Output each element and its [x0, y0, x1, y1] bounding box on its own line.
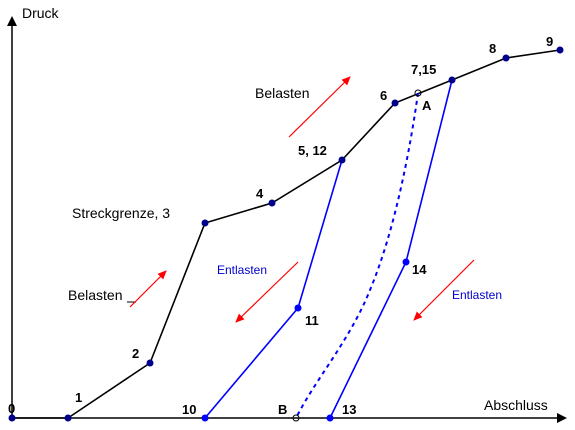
- point-13: [326, 414, 334, 422]
- annotation-entlasten-right: Entlasten: [452, 288, 502, 302]
- label-point-A: A: [422, 98, 432, 113]
- dashed-curve-A-B: [295, 92, 419, 419]
- annotation-belasten-top: Belasten: [255, 85, 309, 101]
- label-point-13: 13: [342, 402, 356, 417]
- label-point-9: 9: [546, 34, 553, 49]
- point-14: [402, 258, 410, 266]
- point-2: [146, 359, 154, 367]
- point-5: [338, 156, 346, 164]
- point-9: [556, 46, 564, 54]
- x-axis-label: Abschluss: [484, 397, 548, 413]
- unload-line-2: [329, 79, 453, 419]
- point-7: [448, 76, 456, 84]
- label-point-5-12: 5, 12: [298, 143, 327, 158]
- label-point-1: 1: [75, 390, 82, 405]
- point-0: [8, 414, 16, 422]
- y-axis-label: Druck: [22, 5, 60, 21]
- point-1: [64, 414, 72, 422]
- label-point-6: 6: [380, 88, 387, 103]
- arrow-load-top: [288, 76, 351, 138]
- point-3: [201, 219, 209, 227]
- point-4: [268, 199, 276, 207]
- unload-line-1: [204, 159, 343, 419]
- marker-B: [292, 414, 300, 422]
- point-11: [294, 304, 302, 312]
- label-point-11: 11: [305, 313, 319, 328]
- loading-curve: [12, 49, 561, 419]
- data-points: [8, 46, 564, 422]
- label-point-2: 2: [132, 346, 139, 361]
- arrow-load-left: [129, 270, 167, 308]
- annotation-entlasten-left: Entlasten: [217, 263, 267, 277]
- arrow-unload-right: [413, 259, 475, 321]
- label-point-8: 8: [489, 41, 496, 56]
- point-8: [502, 54, 510, 62]
- point-6: [391, 99, 399, 107]
- label-point-0: 0: [8, 401, 15, 416]
- label-point-7-15: 7,15: [411, 62, 436, 77]
- arrow-unload-left: [235, 261, 299, 323]
- label-point-4: 4: [256, 186, 264, 201]
- label-point-3: Streckgrenze, 3: [72, 205, 170, 221]
- marker-A: [414, 89, 422, 97]
- label-point-10: 10: [182, 402, 196, 417]
- annotation-belasten-left: Belasten: [68, 287, 122, 303]
- label-point-14: 14: [412, 262, 427, 277]
- point-10: [201, 414, 209, 422]
- label-point-B: B: [278, 402, 287, 417]
